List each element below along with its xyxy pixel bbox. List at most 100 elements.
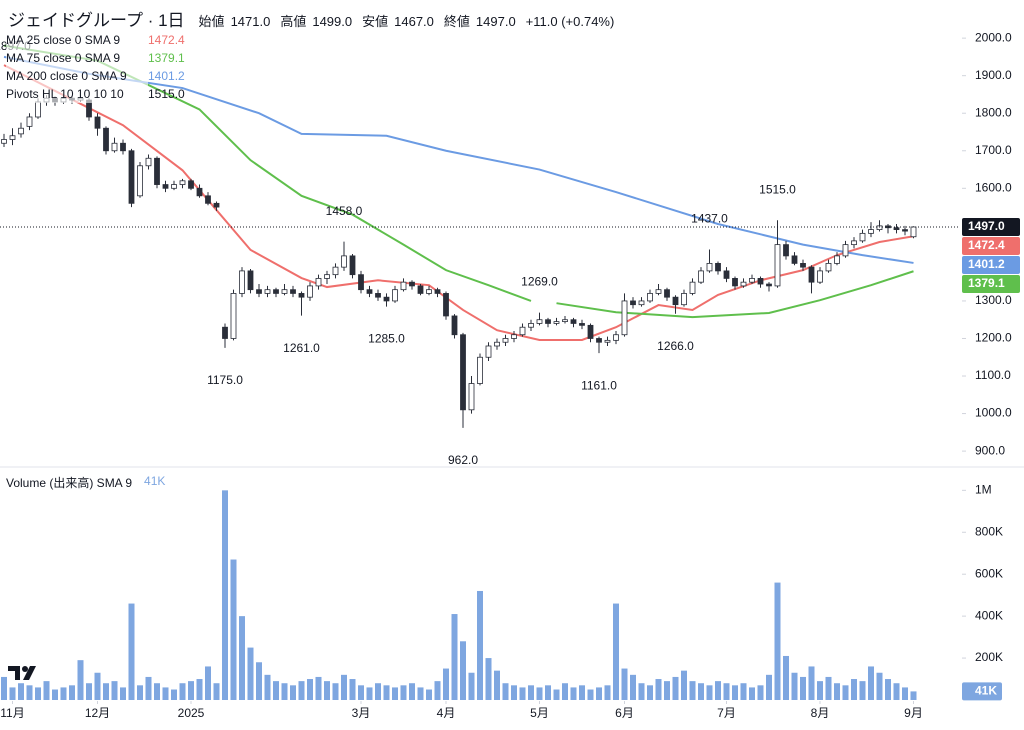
candle-body bbox=[783, 244, 789, 257]
candle-body bbox=[162, 184, 169, 189]
candle-body bbox=[706, 262, 713, 272]
volume-bar bbox=[9, 687, 16, 700]
candle-body bbox=[655, 289, 662, 294]
candle-body bbox=[451, 315, 458, 336]
volume-bar bbox=[664, 681, 670, 700]
volume-badge bbox=[962, 682, 1002, 701]
candle-body bbox=[383, 296, 390, 302]
candle-body bbox=[205, 195, 211, 204]
volume-bar bbox=[366, 687, 373, 700]
volume-bar bbox=[766, 674, 772, 700]
legend-name: Pivots HL 10 10 10 10 bbox=[6, 85, 148, 103]
volume-bar bbox=[587, 689, 594, 700]
candle-body bbox=[689, 281, 696, 294]
candle-body bbox=[256, 289, 262, 294]
volume-bar bbox=[349, 679, 356, 700]
y-tick-label: 1000.0 bbox=[975, 406, 1012, 420]
volume-bar bbox=[511, 685, 517, 700]
candle-body bbox=[468, 383, 475, 411]
candle-body bbox=[859, 232, 866, 242]
pivot-label: 1515.0 bbox=[759, 182, 796, 196]
candle-body bbox=[757, 278, 764, 285]
price-badge bbox=[962, 236, 1020, 255]
x-tick-label: 12月 bbox=[85, 706, 110, 720]
candle-body bbox=[502, 338, 509, 343]
volume-bar bbox=[392, 687, 398, 700]
volume-bar bbox=[120, 687, 126, 700]
volume-bar bbox=[579, 685, 585, 700]
ohlc-key: 終値 bbox=[443, 14, 470, 29]
logo bbox=[8, 666, 36, 680]
volume-bar bbox=[332, 683, 339, 700]
candle-body bbox=[545, 319, 551, 324]
volume-bar bbox=[681, 670, 687, 700]
pivot-label: 1285.0 bbox=[368, 332, 405, 346]
candle-body bbox=[596, 338, 602, 343]
candle-body bbox=[9, 135, 16, 140]
x-tick-label: 4月 bbox=[437, 706, 456, 720]
volume-bar bbox=[171, 689, 177, 700]
ohlc-key: 高値 bbox=[280, 14, 307, 29]
volume-bar bbox=[230, 559, 237, 700]
legend-name: MA 75 close 0 SMA 9 bbox=[6, 49, 148, 67]
volume-bar bbox=[239, 616, 245, 700]
pivot-label: 1437.0 bbox=[691, 212, 728, 226]
volume-bar bbox=[868, 666, 874, 700]
candle-body bbox=[26, 116, 33, 127]
volume-bar bbox=[188, 681, 194, 700]
volume-bar bbox=[732, 685, 738, 700]
volume-bar bbox=[740, 683, 747, 700]
candle-body bbox=[298, 293, 305, 298]
volume-bar bbox=[281, 683, 288, 700]
pivot-label: 1269.0 bbox=[521, 275, 558, 289]
candle-body bbox=[179, 180, 186, 185]
candle-body bbox=[587, 324, 594, 339]
y-tick-label: 600K bbox=[975, 566, 1003, 580]
price-badge-label: 1472.4 bbox=[968, 238, 1005, 252]
candle-body bbox=[145, 157, 152, 167]
candle-body bbox=[18, 127, 24, 135]
volume-bar bbox=[128, 603, 135, 700]
volume-bar bbox=[179, 683, 186, 700]
candle-body bbox=[443, 293, 449, 317]
candle-body bbox=[519, 326, 526, 336]
volume-bar bbox=[715, 681, 721, 700]
volume-bar bbox=[290, 685, 296, 700]
candle-body bbox=[672, 296, 679, 306]
volume-bar bbox=[307, 679, 313, 700]
volume-bar bbox=[876, 672, 883, 700]
y-tick-label: 2000.0 bbox=[975, 30, 1012, 44]
legend-row: MA 25 close 0 SMA 9 1472.4 bbox=[6, 31, 185, 49]
volume-bar bbox=[757, 685, 764, 700]
pivot-label: 1161.0 bbox=[581, 378, 617, 392]
candle-body bbox=[392, 289, 398, 302]
price-pane: 1897.01175.01261.01458.01285.0962.01269.… bbox=[0, 39, 917, 465]
candle-body bbox=[188, 180, 194, 189]
volume-bar bbox=[35, 687, 41, 700]
volume-bar bbox=[689, 681, 696, 700]
ohlc-value: 1467.0 bbox=[394, 14, 434, 29]
y-tick-label: 1900.0 bbox=[975, 68, 1012, 82]
volume-bar bbox=[553, 689, 560, 700]
candle-body bbox=[290, 289, 296, 294]
volume-bar bbox=[315, 676, 322, 700]
symbol-title: ジェイドグループ · 1日 bbox=[8, 11, 185, 30]
volume-bar bbox=[324, 681, 330, 700]
pivot-label: 1266.0 bbox=[657, 339, 694, 353]
candle-body bbox=[128, 150, 135, 204]
candle-body bbox=[681, 293, 687, 306]
candle-body bbox=[621, 300, 628, 336]
volume-bar bbox=[426, 689, 432, 700]
volume-bar bbox=[468, 672, 475, 700]
price-badge-label: 1379.1 bbox=[968, 276, 1005, 290]
volume-bar bbox=[162, 687, 169, 700]
legend-name: MA 25 close 0 SMA 9 bbox=[6, 31, 148, 49]
volume-bar bbox=[774, 582, 781, 700]
volume-bar bbox=[630, 674, 636, 700]
volume-bar bbox=[222, 490, 228, 700]
volume-bar bbox=[26, 685, 33, 700]
candle-body bbox=[120, 142, 126, 152]
candle-body bbox=[409, 281, 415, 287]
ohlc-value: 1497.0 bbox=[475, 14, 516, 29]
